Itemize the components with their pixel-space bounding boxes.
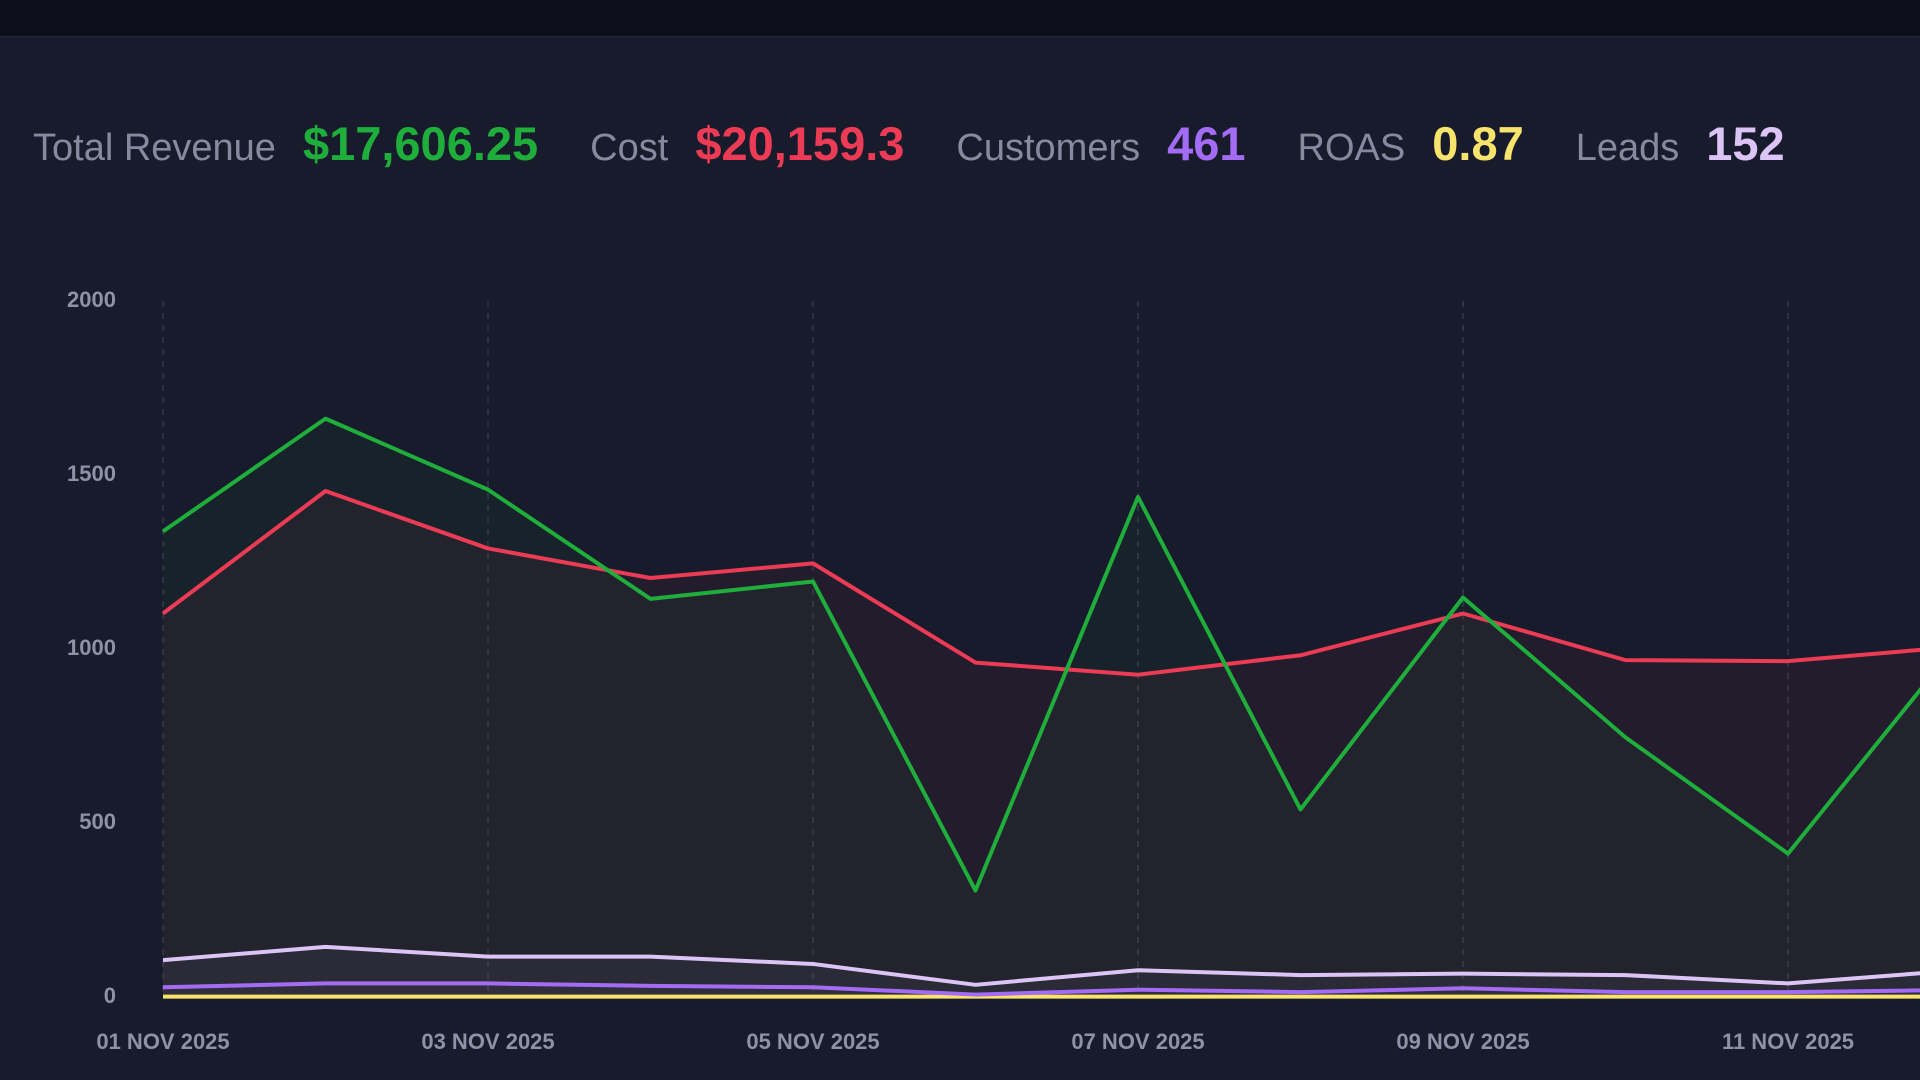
kpi-row: Total Revenue $17,606.25 Cost $20,159.3 Cust… [33, 116, 1920, 176]
kpi-label: Cost [590, 127, 669, 169]
series-line [161, 489, 1920, 677]
x-tick-label: 09 NOV 2025 [1396, 1029, 1529, 1054]
kpi-label: Leads [1575, 127, 1680, 169]
x-tick-label: 05 NOV 2025 [746, 1029, 879, 1054]
kpi-value: 152 [1706, 117, 1785, 170]
y-tick-label: 0 [104, 983, 116, 1008]
series-line [161, 416, 1920, 893]
x-tick-label: 11 NOV 2025 [1722, 1029, 1854, 1054]
y-tick-label: 2000 [67, 287, 116, 312]
kpi: Customers 461 [956, 116, 1245, 171]
kpi: Total Revenue $17,606.25 [33, 116, 538, 171]
x-tick-label: 07 NOV 2025 [1071, 1029, 1204, 1054]
kpi-value: $20,159.3 [695, 117, 905, 170]
kpi-value: 0.87 [1432, 117, 1524, 170]
x-tick-label: 01 NOV 2025 [96, 1029, 229, 1054]
kpi-value: 461 [1167, 117, 1246, 170]
y-tick-label: 500 [79, 809, 116, 834]
series-line [162, 944, 1920, 987]
kpi-label: Customers [956, 127, 1141, 169]
kpi: Leads 152 [1576, 116, 1785, 171]
kpi: ROAS 0.87 [1298, 116, 1524, 171]
y-tick-label: 1000 [67, 635, 116, 660]
kpi-label: ROAS [1297, 127, 1406, 169]
x-tick-label: 03 NOV 2025 [421, 1029, 554, 1054]
area [163, 491, 1920, 997]
y-tick-label: 1500 [67, 461, 116, 486]
area [163, 418, 1920, 997]
top-bar [0, 0, 1920, 37]
kpi-label: Total Revenue [33, 127, 276, 169]
series-line [162, 981, 1920, 997]
kpi: Cost $20,159.3 [590, 116, 904, 171]
kpi-value: $17,606.25 [302, 117, 539, 170]
